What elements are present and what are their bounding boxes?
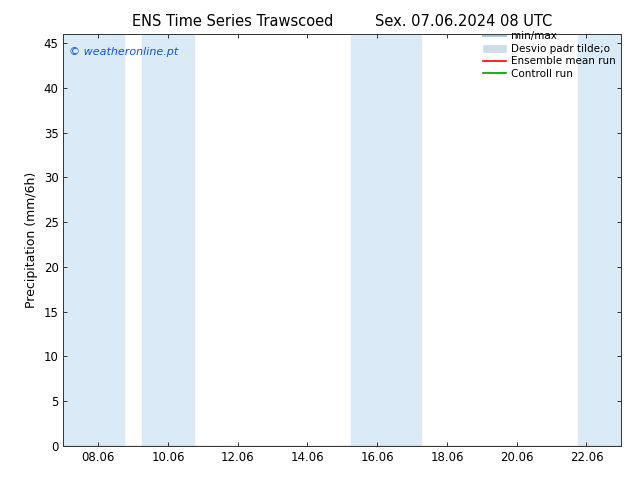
Title: ENS Time Series Trawscoed         Sex. 07.06.2024 08 UTC: ENS Time Series Trawscoed Sex. 07.06.202… <box>133 14 552 29</box>
Legend: min/max, Desvio padr tilde;o, Ensemble mean run, Controll run: min/max, Desvio padr tilde;o, Ensemble m… <box>483 31 616 79</box>
Bar <box>142 34 194 446</box>
Y-axis label: Precipitation (mm/6h): Precipitation (mm/6h) <box>25 172 38 308</box>
Bar <box>63 34 124 446</box>
Bar <box>351 34 421 446</box>
Text: © weatheronline.pt: © weatheronline.pt <box>69 47 178 57</box>
Bar <box>578 34 621 446</box>
